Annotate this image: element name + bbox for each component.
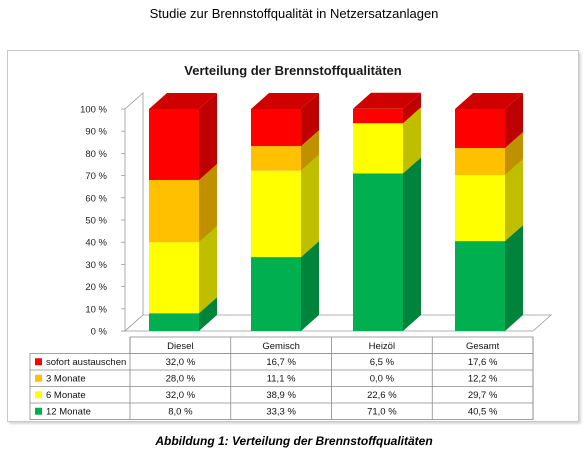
y-tick-label: 40 %	[85, 238, 107, 249]
bar-segment-diesel	[149, 242, 199, 314]
y-tick-label: 20 %	[85, 282, 107, 293]
data-label: 17,6 %	[468, 357, 498, 368]
data-label: 8,0 %	[168, 407, 193, 418]
bar-side-diesel	[199, 226, 217, 314]
category-label: Diesel	[167, 341, 193, 352]
bars-layer	[149, 92, 523, 331]
legend-label: sofort austauschen	[46, 357, 126, 368]
y-tick-label: 10 %	[85, 304, 107, 315]
bar-side-gesamt	[505, 93, 523, 149]
data-label: 0,0 %	[370, 374, 395, 385]
data-label: 38,9 %	[266, 390, 296, 401]
bar-top-diesel	[149, 93, 217, 109]
bar-segment-diesel	[149, 313, 199, 331]
bar-segment-gemisch	[251, 257, 301, 331]
bar-side-diesel	[199, 164, 217, 243]
bar-segment-gemisch	[251, 170, 301, 258]
category-label: Heizöl	[369, 341, 395, 352]
data-label: 28,0 %	[166, 374, 196, 385]
data-label: 32,0 %	[166, 357, 196, 368]
bar-segment-gesamt	[455, 241, 505, 331]
chart-frame: Verteilung der Brennstoffqualitäten 0 % 1…	[7, 50, 579, 422]
legend-swatch	[35, 407, 42, 415]
data-label: 33,3 %	[266, 407, 296, 418]
bar-side-gemisch	[301, 130, 319, 171]
legend-swatch	[35, 391, 42, 399]
bar-side-diesel	[199, 297, 217, 331]
chart-title: Verteilung der Brennstoffqualitäten	[184, 63, 401, 78]
page-title: Studie zur Brennstoffqualität in Netzers…	[149, 6, 439, 21]
bar-segment-gesamt	[455, 148, 505, 176]
bar-side-gemisch	[301, 154, 319, 258]
bar-side-heizöl	[403, 157, 421, 331]
data-label: 6,5 %	[370, 357, 395, 368]
data-label: 11,1 %	[267, 374, 296, 385]
legend-swatch	[35, 374, 42, 382]
data-label: 22,6 %	[367, 390, 397, 401]
data-label: 29,7 %	[468, 390, 498, 401]
data-label: 12,2 %	[468, 374, 498, 385]
bar-side-heizöl	[403, 92, 421, 124]
category-label: Gemisch	[262, 341, 299, 352]
y-tick-label: 60 %	[85, 193, 107, 204]
data-table: Diesel Gemisch Heizöl Gesamt sofort austausc…	[29, 336, 534, 420]
bar-top-heizöl	[353, 92, 421, 109]
bar-segment-diesel	[149, 180, 199, 243]
y-tick-label: 50 %	[85, 216, 107, 227]
data-label: 40,5 %	[468, 407, 498, 418]
bar-segment-heizöl	[353, 173, 403, 331]
bar-segment-gesamt	[455, 175, 505, 242]
side-wall	[124, 92, 144, 332]
category-label: Gesamt	[466, 341, 500, 352]
data-label: 71,0 %	[367, 407, 397, 418]
bar-segment-heizöl	[353, 108, 403, 124]
bar-side-gesamt	[505, 159, 523, 242]
bar-top-gemisch	[251, 93, 319, 109]
bar-segment-diesel	[149, 109, 199, 181]
bar-side-diesel	[199, 93, 217, 181]
bar-side-heizöl	[403, 107, 421, 174]
bar-segment-heizöl	[353, 123, 403, 174]
legend-label: 6 Monate	[46, 390, 86, 401]
bar-side-gesamt	[505, 225, 523, 331]
data-label: 32,0 %	[166, 390, 196, 401]
legend-label: 12 Monate	[46, 407, 91, 418]
y-tick-label: 100 %	[80, 105, 107, 116]
bar-segment-gesamt	[455, 109, 505, 149]
bar-top-gesamt	[455, 93, 523, 109]
bar-side-gemisch	[301, 93, 319, 147]
y-tick-label: 70 %	[85, 171, 107, 182]
chart: Verteilung der Brennstoffqualitäten 0 % 1…	[29, 63, 553, 420]
legend-label: 3 Monate	[46, 374, 86, 385]
figure-caption: Abbildung 1: Verteilung der Brennstoffqu…	[155, 434, 433, 448]
y-tick-label: 0 %	[91, 327, 108, 338]
bar-side-gesamt	[505, 132, 523, 176]
y-tick-label: 30 %	[85, 260, 107, 271]
y-tick-label: 80 %	[85, 149, 107, 160]
legend-swatch	[35, 358, 42, 366]
bar-side-gemisch	[301, 241, 319, 331]
bar-segment-gemisch	[251, 109, 301, 147]
bar-segment-gemisch	[251, 146, 301, 171]
y-tick-label: 90 %	[85, 127, 107, 138]
data-label: 16,7 %	[266, 357, 296, 368]
